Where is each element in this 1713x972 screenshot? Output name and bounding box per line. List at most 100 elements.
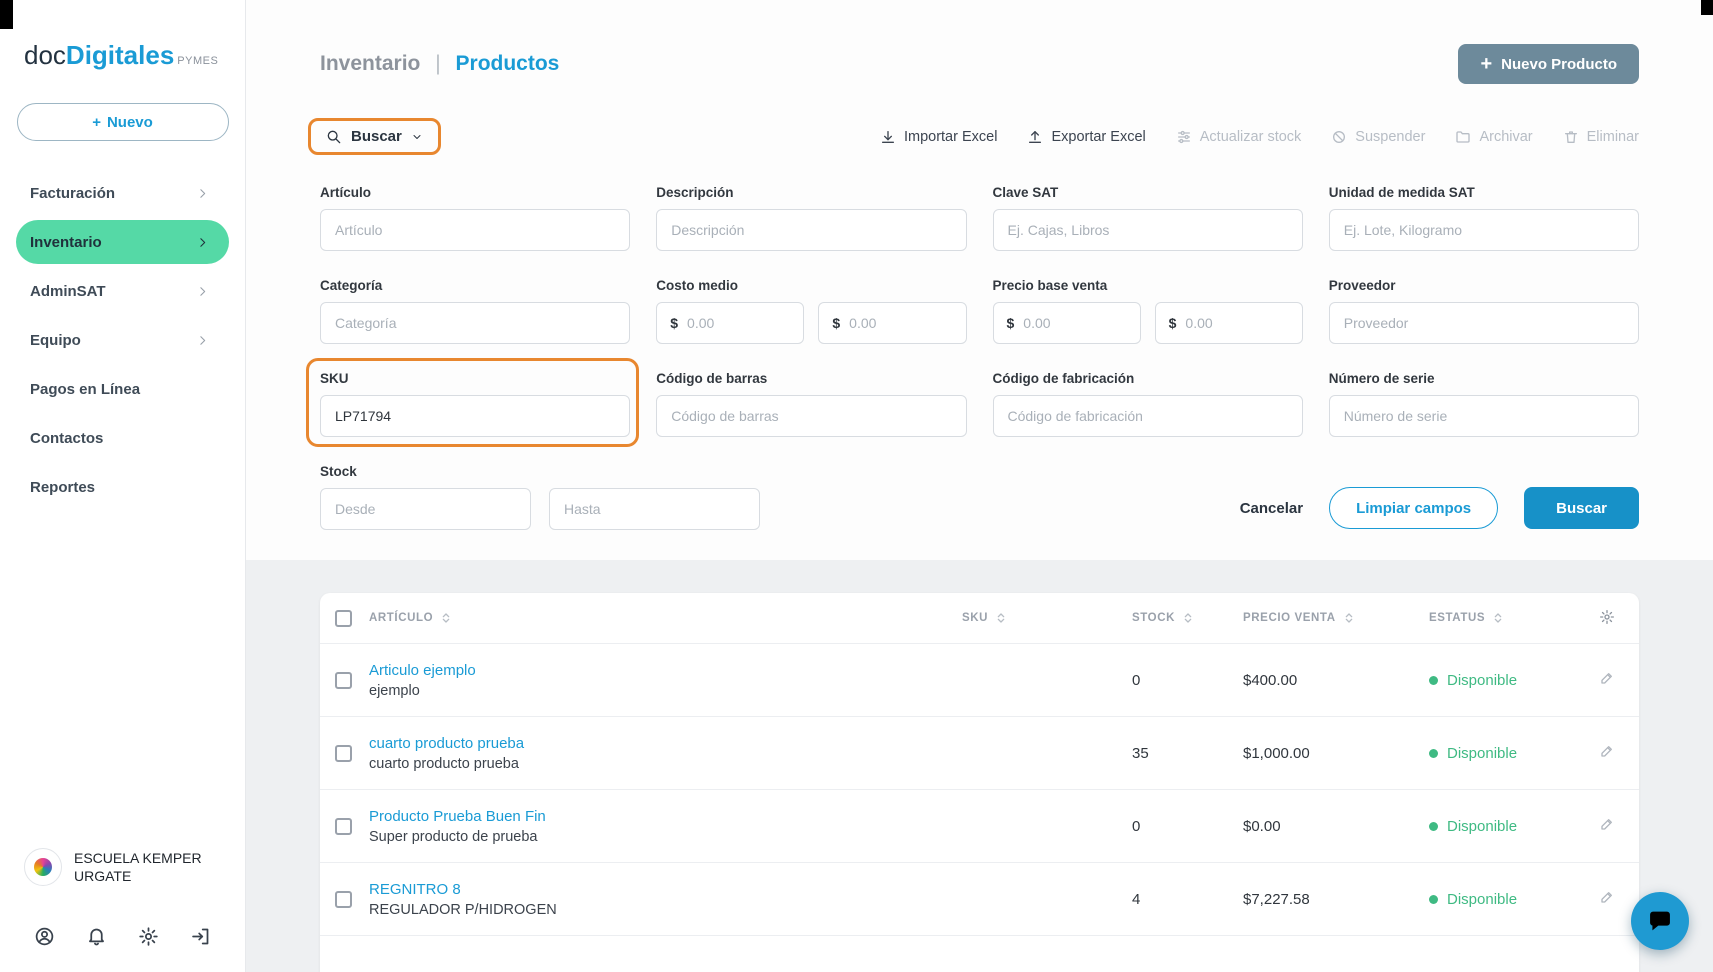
archive-button[interactable]: Archivar	[1455, 129, 1532, 145]
precio-base-min-input[interactable]	[1023, 303, 1126, 343]
currency-prefix: $	[832, 315, 840, 331]
field-label: Número de serie	[1329, 371, 1639, 386]
select-all-checkbox[interactable]	[335, 610, 352, 627]
delete-button[interactable]: Eliminar	[1563, 129, 1639, 145]
new-product-button[interactable]: + Nuevo Producto	[1458, 44, 1639, 84]
product-name-link[interactable]: Articulo ejemplo	[369, 662, 962, 679]
product-stock: 35	[1132, 745, 1243, 762]
field-label: Stock	[320, 464, 760, 479]
ban-icon	[1331, 129, 1347, 145]
sidebar-item-inventario[interactable]: Inventario	[16, 220, 229, 264]
edit-row-button[interactable]	[1599, 816, 1615, 835]
bell-icon	[86, 926, 107, 947]
stock-desde-input[interactable]	[320, 488, 531, 530]
categoria-input[interactable]	[320, 302, 630, 344]
sidebar-item-reportes[interactable]: Reportes	[16, 465, 229, 509]
cancel-button[interactable]: Cancelar	[1240, 500, 1303, 517]
field-articulo: Artículo	[320, 185, 630, 251]
edit-row-button[interactable]	[1599, 889, 1615, 908]
search-toggle-button[interactable]: Buscar	[308, 118, 441, 155]
company-logo-icon	[34, 858, 52, 876]
user-circle-icon	[34, 926, 55, 947]
row-checkbox[interactable]	[335, 891, 352, 908]
articulo-input[interactable]	[320, 209, 630, 251]
chevron-right-icon	[196, 187, 209, 200]
stock-hasta-input[interactable]	[549, 488, 760, 530]
sidebar-item-pagos-en-linea[interactable]: Pagos en Línea	[16, 367, 229, 411]
field-clave-sat: Clave SAT	[993, 185, 1303, 251]
sidebar-item-facturacion[interactable]: Facturación	[16, 171, 229, 215]
product-name-link[interactable]: Producto Prueba Buen Fin	[369, 808, 962, 825]
sidebar-item-contactos[interactable]: Contactos	[16, 416, 229, 460]
sidebar-item-adminsat[interactable]: AdminSAT	[16, 269, 229, 313]
sort-icon	[438, 610, 454, 626]
proveedor-input[interactable]	[1329, 302, 1639, 344]
search-toggle-wrap: Buscar	[308, 118, 441, 155]
profile-button[interactable]	[32, 924, 57, 952]
unidad-sat-input[interactable]	[1329, 209, 1639, 251]
costo-medio-min-input[interactable]	[687, 303, 790, 343]
new-product-button-label: Nuevo Producto	[1501, 56, 1617, 73]
search-toggle-label: Buscar	[351, 128, 402, 145]
settings-button[interactable]	[136, 924, 161, 952]
column-header-estatus[interactable]: ESTATUS	[1429, 610, 1599, 626]
pencil-icon	[1599, 743, 1615, 759]
sidebar-item-equipo[interactable]: Equipo	[16, 318, 229, 362]
table-toolbar: Buscar Importar Excel Exportar Excel	[320, 118, 1639, 155]
product-price: $0.00	[1243, 818, 1429, 835]
search-submit-button[interactable]: Buscar	[1524, 487, 1639, 529]
status-dot-icon	[1429, 895, 1438, 904]
row-checkbox[interactable]	[335, 745, 352, 762]
page-title: Inventario | Productos	[320, 52, 559, 76]
product-description: REGULADOR P/HIDROGEN	[369, 902, 962, 918]
field-sku: SKU	[320, 371, 630, 437]
product-name-link[interactable]: cuarto producto prueba	[369, 735, 962, 752]
products-table: ARTÍCULO SKU STOCK PRECIO VENTA	[320, 593, 1639, 972]
breadcrumb-separator: |	[435, 52, 440, 75]
column-header-precio-venta[interactable]: PRECIO VENTA	[1243, 610, 1429, 626]
sort-icon	[1341, 610, 1357, 626]
update-stock-button[interactable]: Actualizar stock	[1176, 129, 1302, 145]
logo-pymes: PYMES	[177, 55, 218, 67]
column-header-stock[interactable]: STOCK	[1132, 610, 1243, 626]
user-profile: ESCUELA KEMPER URGATE	[24, 848, 202, 886]
trash-icon	[1563, 129, 1579, 145]
status-dot-icon	[1429, 822, 1438, 831]
costo-medio-min: $	[656, 302, 804, 344]
numero-serie-input[interactable]	[1329, 395, 1639, 437]
sidebar-footer	[0, 924, 245, 952]
product-name-link[interactable]: REGNITRO 8	[369, 881, 962, 898]
currency-prefix: $	[670, 315, 678, 331]
sidebar-item-label: AdminSAT	[30, 283, 106, 300]
row-checkbox[interactable]	[335, 672, 352, 689]
sidebar-new-button[interactable]: + Nuevo	[17, 103, 229, 141]
screen-artifact-topright	[1701, 0, 1713, 15]
clave-sat-input[interactable]	[993, 209, 1303, 251]
import-excel-button[interactable]: Importar Excel	[880, 129, 997, 145]
export-excel-button[interactable]: Exportar Excel	[1027, 129, 1145, 145]
codigo-barras-input[interactable]	[656, 395, 966, 437]
field-label: Unidad de medida SAT	[1329, 185, 1639, 200]
precio-base-max-input[interactable]	[1185, 303, 1288, 343]
logout-button[interactable]	[188, 924, 213, 952]
search-filters-form: Artículo Descripción Clave SAT Unidad de…	[320, 185, 1639, 437]
edit-row-button[interactable]	[1599, 670, 1615, 689]
field-proveedor: Proveedor	[1329, 278, 1639, 344]
suspend-button[interactable]: Suspender	[1331, 129, 1425, 145]
codigo-fabricacion-input[interactable]	[993, 395, 1303, 437]
app-logo: docDigitalesPYMES	[24, 40, 245, 71]
precio-base-min: $	[993, 302, 1141, 344]
product-stock: 0	[1132, 818, 1243, 835]
notifications-button[interactable]	[84, 924, 109, 952]
column-header-sku[interactable]: SKU	[962, 610, 1132, 626]
row-checkbox[interactable]	[335, 818, 352, 835]
field-label: Costo medio	[656, 278, 966, 293]
sku-input[interactable]	[320, 395, 630, 437]
edit-row-button[interactable]	[1599, 743, 1615, 762]
descripcion-input[interactable]	[656, 209, 966, 251]
costo-medio-max-input[interactable]	[849, 303, 952, 343]
table-settings-button[interactable]	[1599, 609, 1615, 628]
column-header-articulo[interactable]: ARTÍCULO	[369, 610, 962, 626]
clear-fields-button[interactable]: Limpiar campos	[1329, 487, 1498, 529]
chat-launcher-button[interactable]	[1631, 892, 1689, 950]
